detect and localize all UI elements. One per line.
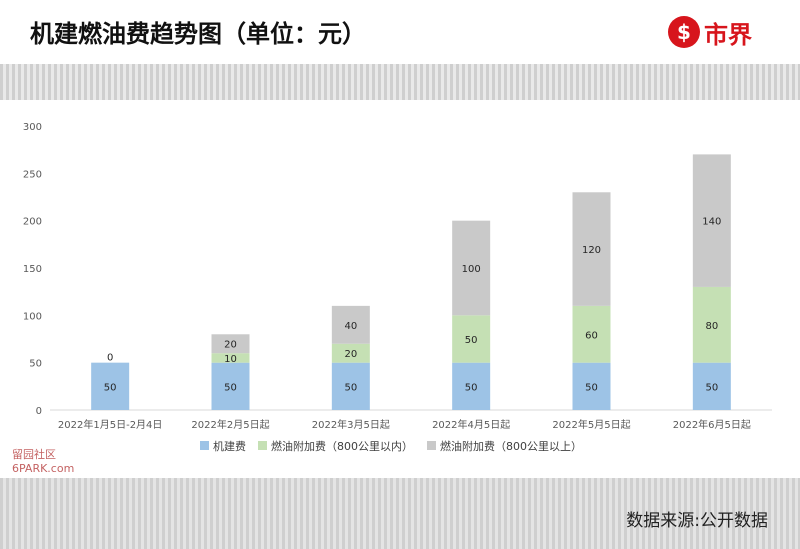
data-label: 50 xyxy=(585,382,598,393)
bar-segment xyxy=(331,343,370,363)
y-tick-label: 150 xyxy=(23,264,42,275)
data-label: 10 xyxy=(224,354,237,365)
bar-segment xyxy=(331,305,370,344)
legend-swatch xyxy=(427,441,436,450)
x-tick-label: 2022年3月5日起 xyxy=(312,418,390,431)
legend-swatch xyxy=(258,441,267,450)
data-label: 50 xyxy=(465,382,478,393)
watermark-line-1: 留园社区 xyxy=(12,448,56,461)
data-label: 140 xyxy=(702,217,721,228)
data-label: 50 xyxy=(465,335,478,346)
legend-label: 燃油附加费（800公里以上） xyxy=(440,439,582,453)
header-stripe-divider xyxy=(0,64,800,100)
brand-logo-icon: $ xyxy=(668,16,700,48)
bar-segment xyxy=(572,192,611,306)
data-label: 40 xyxy=(344,321,357,332)
brand-name: 市界 xyxy=(704,20,752,49)
y-tick-label: 100 xyxy=(23,311,42,322)
page-title: 机建燃油费趋势图（单位：元） xyxy=(30,20,366,48)
y-tick-label: 200 xyxy=(23,217,42,228)
bar-segment xyxy=(452,362,491,410)
data-label: 120 xyxy=(582,245,601,256)
header: 机建燃油费趋势图（单位：元） $ 市界 xyxy=(0,0,800,64)
bar-segment xyxy=(692,154,731,287)
bar-segment xyxy=(692,286,731,363)
data-label: 50 xyxy=(224,382,237,393)
data-label: 100 xyxy=(462,264,481,275)
bar-segment xyxy=(452,220,491,316)
data-label: 20 xyxy=(224,340,237,351)
data-label: 20 xyxy=(344,349,357,360)
bar-segment xyxy=(211,353,250,363)
y-tick-label: 250 xyxy=(23,169,42,180)
bar-segment xyxy=(452,315,491,363)
y-tick-label: 300 xyxy=(23,122,42,133)
legend-label: 燃油附加费（800公里以内） xyxy=(271,439,413,453)
bar-segment xyxy=(331,362,370,410)
bar-segment xyxy=(211,362,250,410)
legend-label: 机建费 xyxy=(213,439,246,453)
bar-chart: 0 50 100 150 200 250 300 50 0 2022年1月5日-2月4日 50 10 2… xyxy=(23,122,772,453)
data-label: 80 xyxy=(705,321,718,332)
chart-panel xyxy=(12,100,788,468)
bar-segment xyxy=(572,305,611,363)
x-tick-label: 2022年1月5日-2月4日 xyxy=(58,418,163,431)
x-tick-label: 2022年5月5日起 xyxy=(552,418,630,431)
legend-swatch xyxy=(200,441,209,450)
data-label: 50 xyxy=(705,382,718,393)
bar-segment xyxy=(91,362,130,410)
x-tick-label: 2022年6月5日起 xyxy=(673,418,751,431)
bar-segment xyxy=(692,362,731,410)
x-tick-label: 2022年2月5日起 xyxy=(191,418,269,431)
data-label: 50 xyxy=(344,382,357,393)
bar-segment xyxy=(572,362,611,410)
data-label: 50 xyxy=(104,382,117,393)
bar-segment xyxy=(211,334,250,354)
footer: 数据来源:公开数据 xyxy=(0,478,800,549)
corner-watermark: 留园社区 6PARK.com xyxy=(12,448,74,476)
brand-logo: $ 市界 xyxy=(668,14,752,50)
data-label: 60 xyxy=(585,330,598,341)
y-tick-label: 50 xyxy=(29,359,42,370)
data-label: 0 xyxy=(107,353,113,364)
watermark-line-2: 6PARK.com xyxy=(12,462,75,475)
y-tick-label: 0 xyxy=(36,406,42,417)
data-source-note: 数据来源:公开数据 xyxy=(626,511,768,531)
x-tick-label: 2022年4月5日起 xyxy=(432,418,510,431)
